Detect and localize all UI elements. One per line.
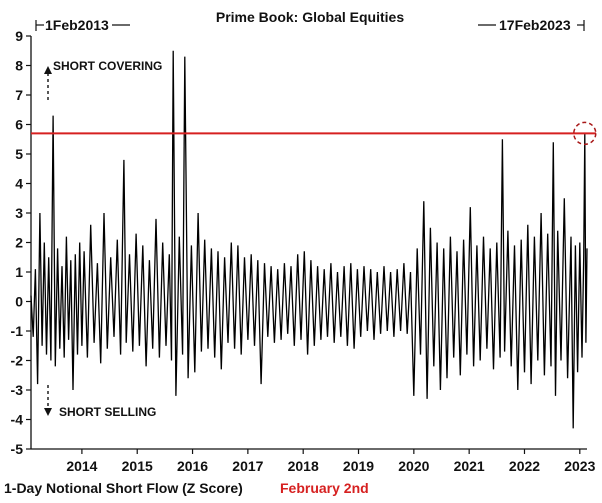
y-tick-label: 6 xyxy=(15,117,23,133)
y-tick-label: -1 xyxy=(11,323,24,339)
y-tick-label: 2 xyxy=(15,235,23,251)
series-layer xyxy=(30,50,588,429)
highlight-label: February 2nd xyxy=(280,480,369,496)
series-line xyxy=(30,50,588,429)
overlay-layer xyxy=(31,121,597,146)
y-tick-label: 4 xyxy=(15,176,23,192)
y-axis: -5 -4 -3 -2 -1 0 1 2 3 4 5 6 7 8 9 xyxy=(11,28,31,457)
annotation-short-covering: SHORT COVERING xyxy=(44,59,162,100)
y-tick-label: -4 xyxy=(11,412,24,428)
x-tick-label: 2018 xyxy=(288,458,319,474)
x-tick-label: 2015 xyxy=(122,458,153,474)
y-tick-label: 1 xyxy=(15,264,23,280)
x-tick-label: 2016 xyxy=(177,458,208,474)
x-tick-label: 2021 xyxy=(454,458,485,474)
y-tick-label: 3 xyxy=(15,205,23,221)
x-tick-label: 2020 xyxy=(398,458,429,474)
x-axis-title: 1-Day Notional Short Flow (Z Score) xyxy=(4,480,243,496)
x-tick-label: 2023 xyxy=(564,458,595,474)
annotation-short-selling: SHORT SELLING xyxy=(44,385,156,419)
x-tick-label: 2017 xyxy=(232,458,263,474)
y-tick-label: -3 xyxy=(11,382,24,398)
annotation-top-label: SHORT COVERING xyxy=(53,59,162,73)
y-tick-label: -5 xyxy=(11,441,24,457)
x-tick-label: 2022 xyxy=(509,458,540,474)
x-tick-label: 2019 xyxy=(343,458,374,474)
x-axis: 2014 2015 2016 2017 2018 2019 2020 2021 2022 2023 xyxy=(66,449,596,474)
y-tick-label: 9 xyxy=(15,28,23,44)
arrowhead-down-icon xyxy=(44,408,52,416)
range-start-label: 1Feb2013 xyxy=(45,17,109,33)
x-tick-label: 2014 xyxy=(66,458,97,474)
y-tick-label: 5 xyxy=(15,146,23,162)
highlight-circle xyxy=(573,121,597,146)
y-tick-label: -2 xyxy=(11,353,24,369)
annotation-bottom-label: SHORT SELLING xyxy=(59,405,156,419)
chart-title: Prime Book: Global Equities xyxy=(216,9,404,25)
range-end-marker: 17Feb2023 xyxy=(478,17,585,33)
y-tick-label: 0 xyxy=(15,294,23,310)
y-tick-label: 8 xyxy=(15,58,23,74)
range-end-label: 17Feb2023 xyxy=(499,17,571,33)
arrowhead-up-icon xyxy=(44,66,52,74)
range-start-marker: 1Feb2013 xyxy=(35,17,130,33)
y-tick-label: 7 xyxy=(15,87,23,103)
